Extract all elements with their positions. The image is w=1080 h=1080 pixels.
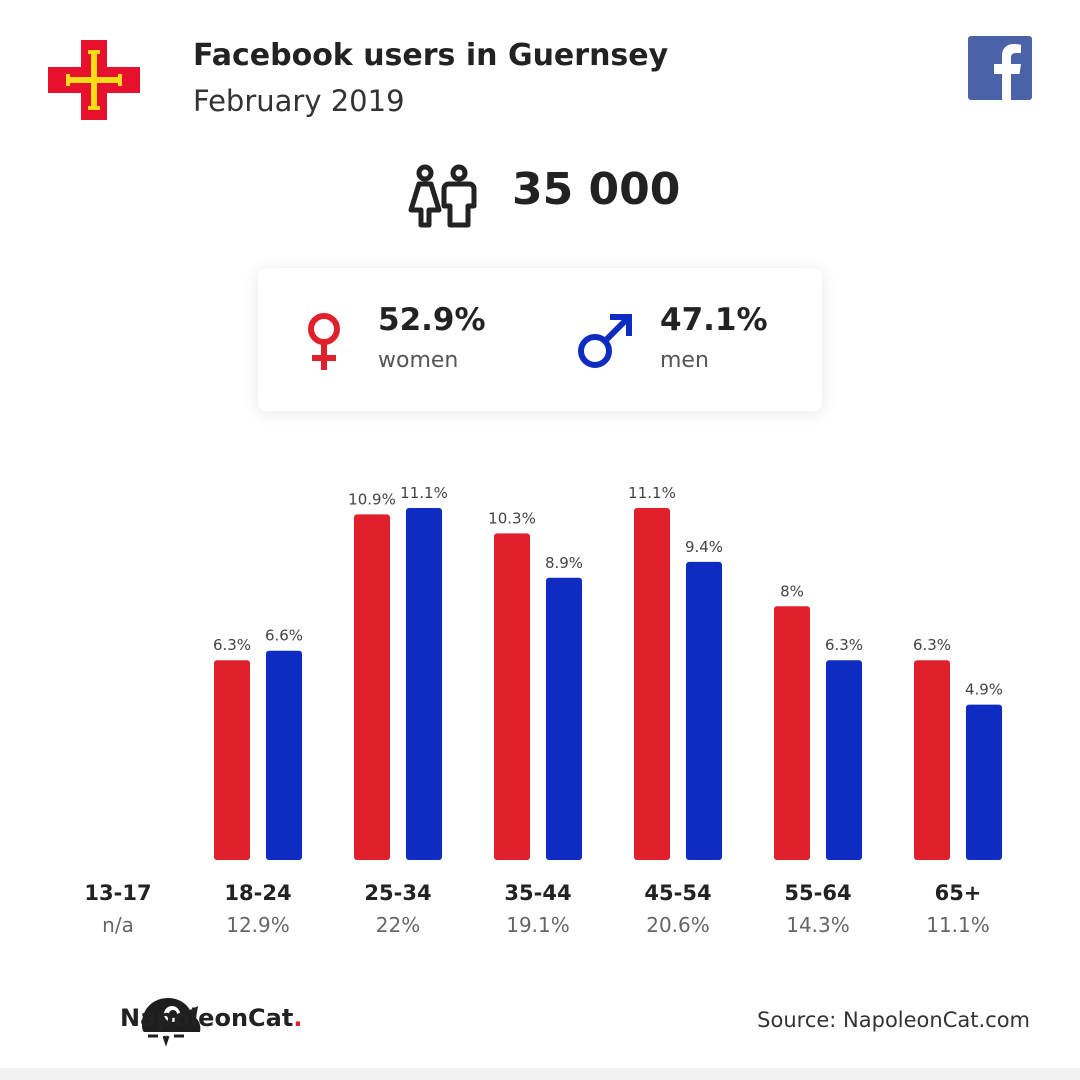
- bar-label-men-45-54: 9.4%: [685, 538, 723, 556]
- category-label-18-24: 18-24: [224, 881, 291, 905]
- source-text: Source: NapoleonCat.com: [757, 1008, 1030, 1032]
- bottom-strip: [0, 1068, 1080, 1080]
- category-total-55-64: 14.3%: [786, 913, 850, 937]
- facebook-logo-icon: [968, 36, 1032, 100]
- women-label: women: [378, 348, 459, 373]
- women-percentage: 52.9%: [378, 302, 486, 338]
- category-label-35-44: 35-44: [504, 881, 571, 905]
- category-total-25-34: 22%: [376, 913, 420, 937]
- bar-men-35-44: [546, 577, 582, 860]
- users-icon: [408, 164, 477, 228]
- gender-card: 52.9% women 47.1% men: [258, 268, 822, 411]
- guernsey-flag-icon: [48, 40, 140, 120]
- bar-label-men-55-64: 6.3%: [825, 636, 863, 654]
- bar-women-45-54: [634, 508, 670, 860]
- napoleoncat-logo-icon: [142, 998, 201, 1046]
- category-total-13-17: n/a: [102, 913, 134, 937]
- bar-women-18-24: [214, 660, 250, 860]
- bar-men-25-34: [406, 508, 442, 860]
- page-subtitle: February 2019: [193, 84, 405, 118]
- category-label-13-17: 13-17: [84, 881, 151, 905]
- bar-label-men-18-24: 6.6%: [265, 627, 303, 645]
- bar-label-men-65+: 4.9%: [965, 681, 1003, 699]
- bar-label-women-55-64: 8%: [780, 582, 804, 600]
- men-percentage: 47.1%: [660, 302, 768, 338]
- category-total-35-44: 19.1%: [506, 913, 570, 937]
- bar-men-45-54: [686, 561, 722, 860]
- bar-women-25-34: [354, 514, 390, 860]
- bar-men-55-64: [826, 660, 862, 860]
- brand-name: NapoleonCat.: [120, 1004, 303, 1032]
- category-total-65+: 11.1%: [926, 913, 990, 937]
- bar-men-65+: [966, 704, 1002, 860]
- bar-men-18-24: [266, 650, 302, 860]
- brand-dot: .: [293, 1004, 303, 1032]
- category-label-55-64: 55-64: [784, 881, 851, 905]
- female-symbol-icon: [308, 313, 340, 370]
- bar-label-men-35-44: 8.9%: [545, 554, 583, 572]
- bar-label-women-45-54: 11.1%: [628, 484, 676, 502]
- page-title: Facebook users in Guernsey: [193, 38, 669, 73]
- category-total-45-54: 20.6%: [646, 913, 710, 937]
- category-label-45-54: 45-54: [644, 881, 711, 905]
- total-users: 35 000: [512, 164, 681, 215]
- category-label-65+: 65+: [935, 881, 982, 905]
- bar-label-women-25-34: 10.9%: [348, 490, 396, 508]
- bar-women-65+: [914, 660, 950, 860]
- bar-women-55-64: [774, 606, 810, 860]
- men-label: men: [660, 348, 709, 373]
- bar-label-men-25-34: 11.1%: [400, 484, 448, 502]
- bar-label-women-18-24: 6.3%: [213, 636, 251, 654]
- bar-label-women-35-44: 10.3%: [488, 509, 536, 527]
- bar-label-women-65+: 6.3%: [913, 636, 951, 654]
- category-label-25-34: 25-34: [364, 881, 431, 905]
- category-total-18-24: 12.9%: [226, 913, 290, 937]
- bar-women-35-44: [494, 533, 530, 860]
- male-symbol-icon: [578, 314, 632, 368]
